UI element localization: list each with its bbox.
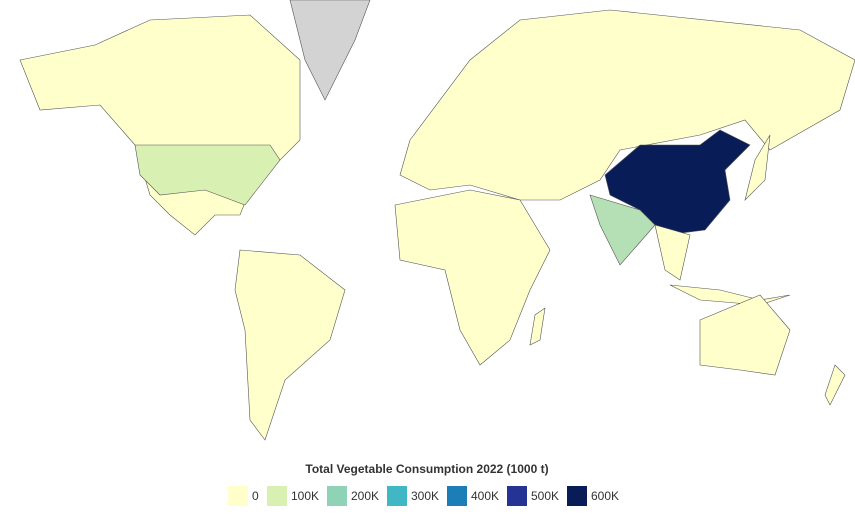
legend-label: 600K <box>591 489 619 503</box>
japan <box>744 134 771 201</box>
legend-swatch <box>567 486 587 506</box>
legend-swatch <box>387 486 407 506</box>
australia <box>699 294 791 376</box>
legend-label: 0 <box>252 489 259 503</box>
legend: 0 100K 200K 300K 400K 500K 600K <box>228 486 619 506</box>
united-states <box>134 144 281 206</box>
india <box>589 194 656 266</box>
south-america <box>234 249 346 441</box>
legend-label: 500K <box>531 489 559 503</box>
legend-label: 300K <box>411 489 439 503</box>
legend-label: 400K <box>471 489 499 503</box>
world-map <box>19 0 855 441</box>
greenland <box>289 0 371 101</box>
legend-swatch <box>507 486 527 506</box>
indonesia <box>669 284 791 306</box>
africa <box>394 189 551 366</box>
legend-swatch <box>327 486 347 506</box>
southeast-asia <box>654 224 691 281</box>
madagascar <box>529 307 546 346</box>
legend-label: 200K <box>351 489 379 503</box>
legend-swatch <box>447 486 467 506</box>
north-america <box>19 14 301 236</box>
legend-swatch <box>228 486 248 506</box>
new-zealand <box>824 364 846 406</box>
legend-label: 100K <box>291 489 319 503</box>
china <box>604 129 751 236</box>
legend-title: Total Vegetable Consumption 2022 (1000 t… <box>305 462 548 476</box>
eurasia <box>399 9 855 201</box>
legend-swatch <box>267 486 287 506</box>
